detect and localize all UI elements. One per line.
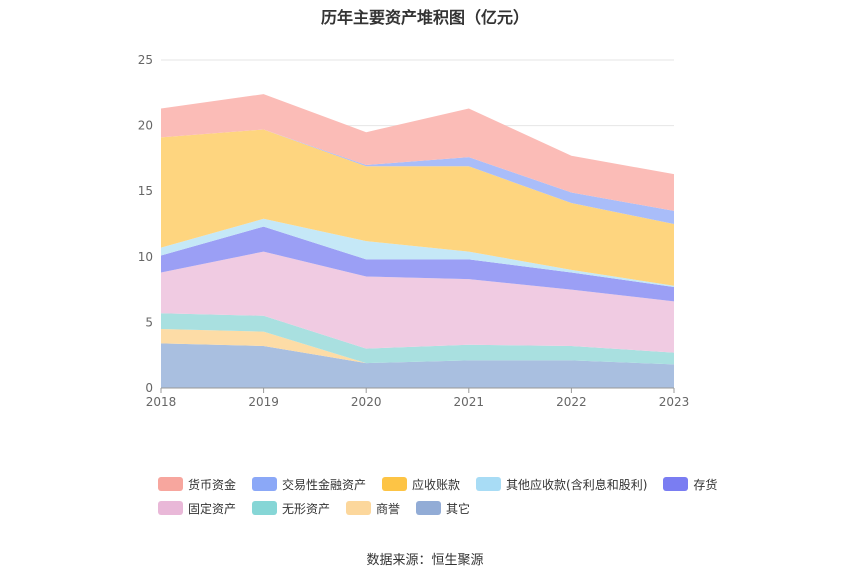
area-series-group	[161, 94, 674, 388]
y-tick-label: 10	[138, 250, 153, 264]
area-series-其它	[161, 343, 674, 388]
area-series-商誉	[161, 329, 674, 365]
legend-row: 货币资金 交易性金融资产 应收账款 其他应收款(含利息和股利) 存货	[158, 472, 718, 496]
legend-label: 其他应收款(含利息和股利)	[506, 477, 648, 492]
axes: 0 5 10 15 20 25 2018 2019 2020 2021 2022 2023	[138, 53, 690, 409]
legend-label: 存货	[693, 477, 718, 492]
legend-label: 无形资产	[282, 501, 331, 516]
legend-label: 其它	[446, 501, 471, 516]
legend-item[interactable]: 应收账款	[382, 476, 460, 493]
legend-swatch	[382, 477, 408, 491]
legend-swatch	[252, 477, 278, 491]
x-tick-label: 2022	[556, 395, 587, 409]
legend-label: 货币资金	[188, 477, 237, 492]
x-tick-label: 2018	[146, 395, 177, 409]
y-tick-label: 25	[138, 53, 153, 67]
legend-swatch	[158, 477, 183, 491]
y-tick-label: 5	[145, 315, 153, 329]
legend-label: 商誉	[376, 501, 401, 516]
x-tick-label: 2019	[248, 395, 279, 409]
legend-item[interactable]: 固定资产	[158, 500, 236, 517]
x-tick-label: 2021	[454, 395, 485, 409]
legend-label: 固定资产	[188, 501, 237, 516]
area-series-其他应收款(含利息和股利)	[161, 218, 674, 287]
legend-swatch	[252, 501, 278, 515]
y-tick-label: 0	[145, 381, 153, 395]
legend-swatch	[346, 501, 372, 515]
legend-item[interactable]: 交易性金融资产	[252, 476, 366, 493]
legend-label: 应收账款	[412, 477, 461, 492]
legend-item[interactable]: 无形资产	[252, 500, 330, 517]
x-tick-label: 2023	[659, 395, 690, 409]
legend-swatch	[416, 501, 442, 515]
legend-swatch	[476, 477, 502, 491]
legend-swatch	[663, 477, 689, 491]
legend-item[interactable]: 其他应收款(含利息和股利)	[476, 476, 647, 493]
y-tick-label: 15	[138, 184, 153, 198]
legend-item[interactable]: 其它	[416, 500, 470, 517]
legend-row: 固定资产 无形资产 商誉 其它	[158, 496, 718, 520]
chart-title: 历年主要资产堆积图（亿元）	[320, 8, 529, 27]
area-series-无形资产	[161, 313, 674, 365]
source-note: 数据来源：恒生聚源	[366, 553, 484, 568]
area-series-应收账款	[161, 129, 674, 286]
area-series-存货	[161, 226, 674, 302]
legend-item[interactable]: 商誉	[346, 500, 400, 517]
y-tick-label: 20	[138, 119, 153, 133]
legend-swatch	[158, 501, 183, 515]
legend-item[interactable]: 货币资金	[158, 476, 236, 493]
x-tick-label: 2020	[351, 395, 382, 409]
legend-label: 交易性金融资产	[282, 477, 367, 492]
legend-item[interactable]: 存货	[663, 476, 717, 493]
area-series-固定资产	[161, 251, 674, 353]
legend: 货币资金 交易性金融资产 应收账款 其他应收款(含利息和股利) 存货 固定资产 无形资产 商…	[158, 472, 718, 520]
area-series-货币资金	[161, 94, 674, 211]
